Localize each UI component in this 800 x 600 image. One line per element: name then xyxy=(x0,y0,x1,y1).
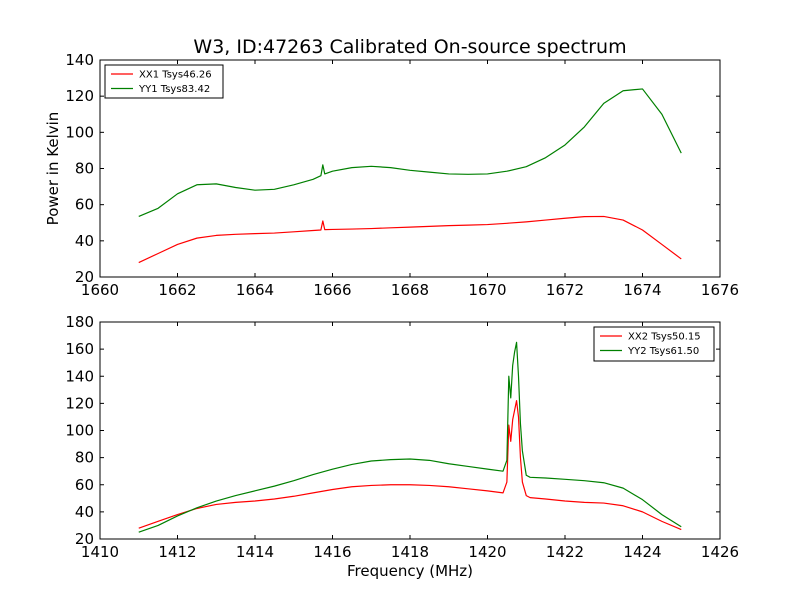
y-tick-label: 100 xyxy=(65,422,94,440)
y-tick-label: 60 xyxy=(75,476,94,494)
legend: XX1 Tsys46.26 YY1 Tsys83.42 xyxy=(104,64,224,99)
x-tick-label: 1676 xyxy=(701,281,739,299)
y-tick-label: 160 xyxy=(65,340,94,358)
series-line-2 xyxy=(138,341,682,533)
y-tick-label: 80 xyxy=(75,449,94,467)
y-tick-label: 80 xyxy=(75,160,94,178)
x-tick-label: 1662 xyxy=(158,281,196,299)
bottom-panel: 1410 1412 1414 1416 1418 1420 1422 1424 1426 20 40… xyxy=(65,313,739,561)
y-tick-label: 120 xyxy=(65,394,94,412)
y-tick-label: 40 xyxy=(75,503,94,521)
x-tick-label: 1674 xyxy=(623,281,661,299)
y-tick-label: 20 xyxy=(75,268,94,286)
x-tick-label: 1420 xyxy=(468,543,506,561)
x-axis-label: Frequency (MHz) xyxy=(347,562,473,580)
x-tick-label: 1414 xyxy=(236,543,274,561)
x-tick-label: 1660 xyxy=(81,281,119,299)
legend-label: YY2 Tsys61.50 xyxy=(627,346,699,357)
y-tick-label: 180 xyxy=(65,313,94,331)
series-line-1 xyxy=(138,215,682,264)
y-tick-label: 20 xyxy=(75,530,94,548)
x-tick-label: 1418 xyxy=(391,543,429,561)
legend-label: XX1 Tsys46.26 xyxy=(139,70,212,81)
y-tick-label: 140 xyxy=(65,367,94,385)
top-panel: 1660 1662 1664 1666 1668 1670 1672 1674 1676 20 40… xyxy=(65,51,739,299)
x-tick-label: 1412 xyxy=(158,543,196,561)
x-tick-label: 1424 xyxy=(623,543,661,561)
chart-title: W3, ID:47263 Calibrated On-source spectr… xyxy=(193,36,626,58)
legend-box xyxy=(104,64,224,99)
series-line-1 xyxy=(138,400,682,531)
series-line-2 xyxy=(138,88,682,217)
x-tick-label: 1426 xyxy=(701,543,739,561)
legend-label: XX2 Tsys50.15 xyxy=(628,332,701,343)
y-axis-label: Power in Kelvin xyxy=(44,112,62,226)
legend-label: YY1 Tsys83.42 xyxy=(138,84,210,95)
x-tick-label: 1670 xyxy=(468,281,506,299)
x-tick-label: 1664 xyxy=(236,281,274,299)
x-tick-label: 1672 xyxy=(546,281,584,299)
legend: XX2 Tsys50.15 YY2 Tsys61.50 xyxy=(593,326,715,362)
legend-box xyxy=(593,326,715,362)
y-tick-label: 120 xyxy=(65,87,94,105)
x-tick-label: 1668 xyxy=(391,281,429,299)
x-tick-label: 1422 xyxy=(546,543,584,561)
y-tick-label: 140 xyxy=(65,51,94,69)
x-tick-label: 1416 xyxy=(313,543,351,561)
y-tick-label: 40 xyxy=(75,232,94,250)
x-tick-label: 1666 xyxy=(313,281,351,299)
y-tick-label: 100 xyxy=(65,123,94,141)
y-tick-label: 60 xyxy=(75,196,94,214)
x-tick-label: 1410 xyxy=(81,543,119,561)
